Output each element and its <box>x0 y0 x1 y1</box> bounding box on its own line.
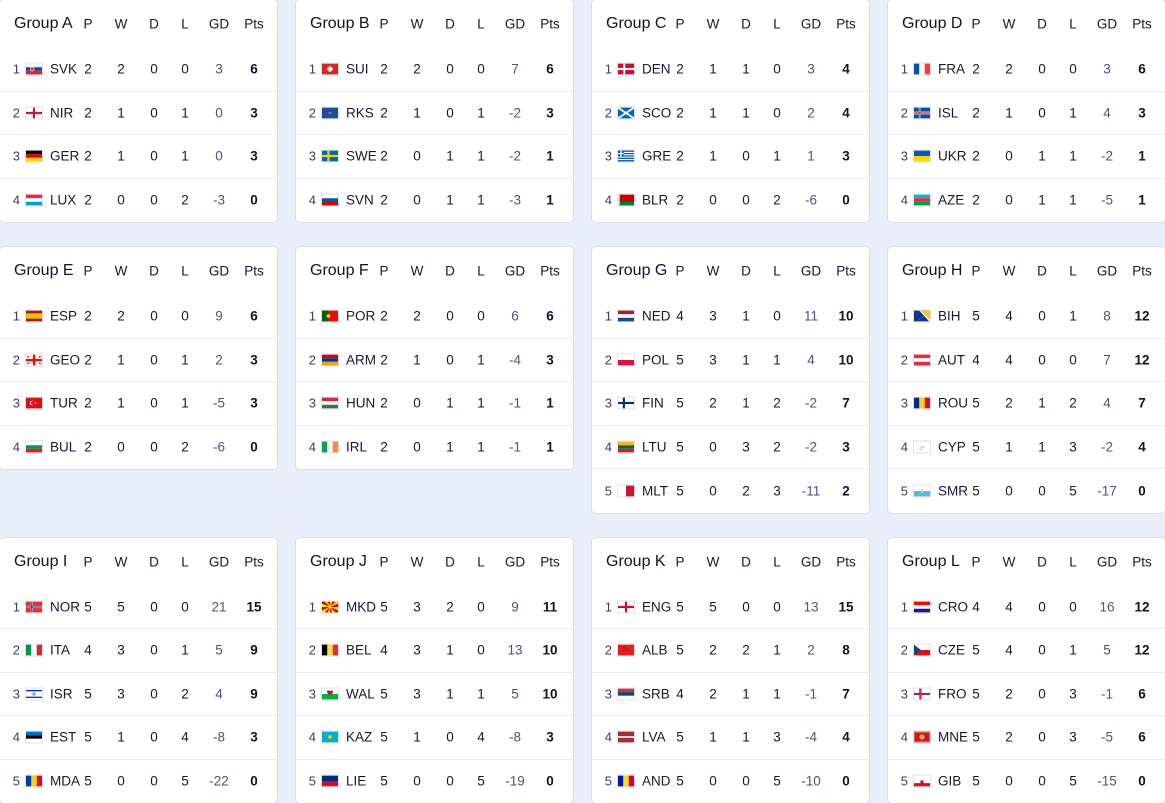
svg-text:𓃢: 𓃢 <box>623 646 630 654</box>
svg-text:XK: XK <box>328 111 332 115</box>
